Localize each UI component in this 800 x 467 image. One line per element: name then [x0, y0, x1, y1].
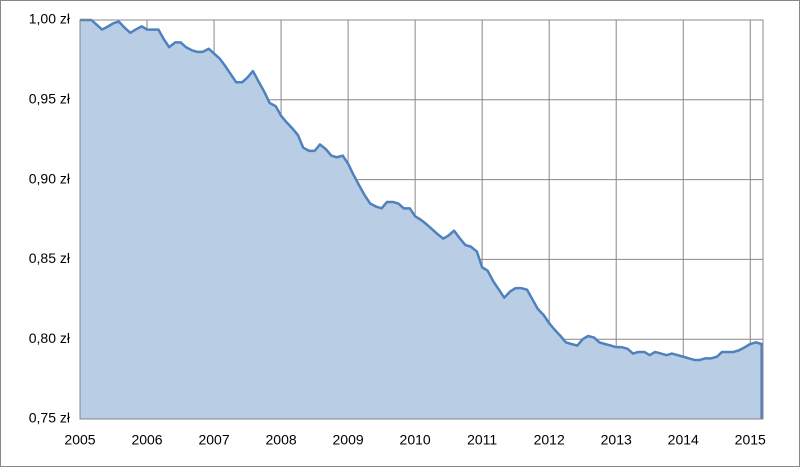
x-tick-label: 2009 [333, 432, 364, 448]
x-tick-label: 2007 [198, 432, 229, 448]
x-tick-label: 2005 [64, 432, 95, 448]
x-tick-label: 2010 [400, 432, 431, 448]
x-tick-label: 2015 [735, 432, 766, 448]
y-tick-label: 0,95 zł [29, 91, 71, 107]
x-tick-label: 2011 [467, 432, 497, 448]
x-tick-label: 2013 [601, 432, 632, 448]
y-tick-label: 0,85 zł [29, 250, 71, 266]
y-tick-label: 0,75 zł [29, 410, 71, 426]
x-tick-label: 2012 [534, 432, 565, 448]
area-fill [80, 20, 762, 419]
y-tick-label: 1,00 zł [29, 11, 71, 27]
x-tick-label: 2008 [266, 432, 297, 448]
y-tick-label: 0,80 zł [29, 330, 71, 346]
area-line [80, 18, 763, 419]
x-tick-label: 2006 [131, 432, 162, 448]
y-tick-label: 0,90 zł [29, 170, 71, 186]
plot-border [79, 19, 764, 420]
x-tick-label: 2014 [668, 432, 699, 448]
